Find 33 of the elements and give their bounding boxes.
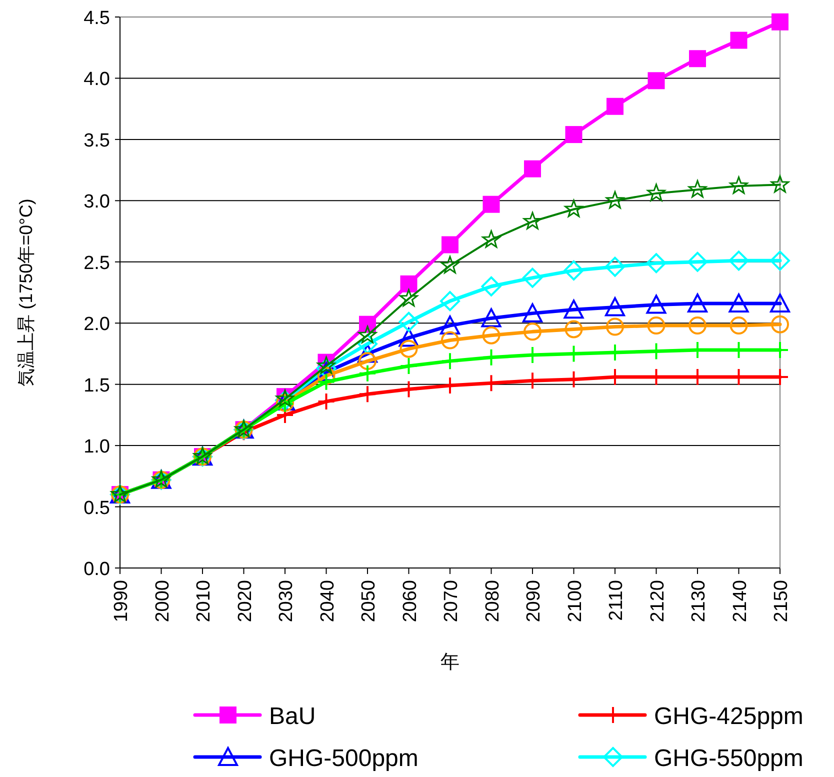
y-tick-label: 3.0 [84, 192, 110, 213]
y-tick-label: 0.0 [84, 559, 110, 580]
x-tick-label: 2000 [152, 580, 174, 622]
x-axis-title: 年 [440, 652, 460, 673]
x-tick-label: 2080 [482, 580, 504, 622]
x-tick-label: 2010 [194, 580, 214, 622]
legend-label: GHG-500ppm [269, 745, 418, 772]
x-tick-label: 2020 [234, 580, 256, 622]
x-tick-label: 2070 [441, 580, 462, 622]
legend-label: GHG-425ppm [654, 703, 804, 730]
y-tick-label: 1.5 [84, 375, 110, 396]
x-tick-label: 2030 [276, 580, 297, 622]
y-tick-label: 0.5 [84, 498, 110, 519]
x-tick-label: 2130 [688, 580, 710, 622]
x-tick-label: 2150 [771, 580, 792, 622]
y-tick-label: 4.5 [84, 8, 110, 29]
x-tick-label: 2060 [400, 580, 421, 622]
y-tick-label: 2.0 [84, 314, 110, 336]
legend-label: GHG-550ppm [654, 745, 804, 772]
x-tick-label: 2100 [564, 580, 586, 622]
x-tick-label: 2110 [606, 580, 627, 621]
y-tick-label: 2.5 [84, 252, 110, 274]
x-tick-label: 2050 [358, 580, 380, 622]
y-tick-label: 3.5 [84, 130, 110, 152]
x-tick-label: 2090 [524, 580, 544, 622]
y-axis-title: 気温上昇 (1750年=0°C) [16, 198, 36, 386]
x-tick-label: 2140 [730, 580, 751, 622]
y-tick-label: 1.0 [84, 436, 110, 458]
x-tick-label: 1990 [111, 580, 132, 622]
y-tick-label: 4.0 [84, 69, 110, 90]
x-tick-label: 2040 [317, 580, 338, 622]
legend-label: BaU [269, 703, 316, 730]
x-tick-label: 2120 [647, 580, 668, 622]
